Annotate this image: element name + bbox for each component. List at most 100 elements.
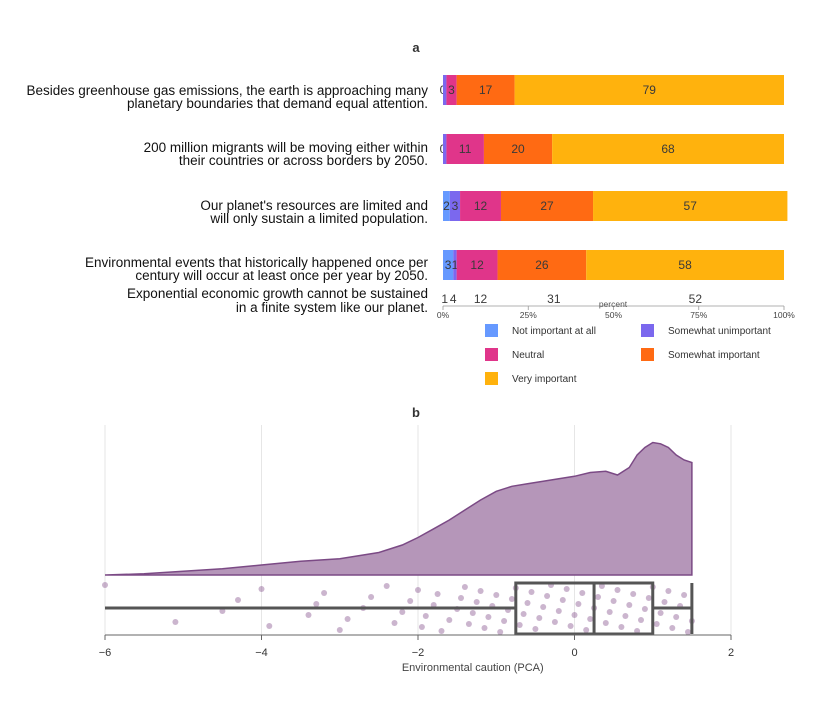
legend-swatch bbox=[641, 348, 654, 361]
data-point bbox=[418, 624, 425, 630]
data-point bbox=[575, 601, 582, 607]
data-point bbox=[555, 608, 562, 614]
data-point bbox=[473, 599, 480, 605]
data-point bbox=[606, 609, 613, 615]
bar-segment bbox=[453, 250, 457, 280]
data-point bbox=[645, 595, 652, 601]
data-point bbox=[461, 584, 468, 590]
data-point bbox=[532, 626, 539, 632]
statement-5-line-2: in a finite system like our planet. bbox=[236, 300, 428, 315]
data-point bbox=[446, 617, 453, 623]
data-point bbox=[587, 616, 594, 622]
legend-label: Somewhat unimportant bbox=[668, 326, 771, 337]
x-tick-label: −2 bbox=[412, 647, 425, 659]
data-point bbox=[313, 601, 320, 607]
data-point bbox=[669, 625, 676, 631]
bar-value-label: 31 bbox=[547, 292, 561, 306]
data-point bbox=[501, 618, 508, 624]
data-point bbox=[438, 628, 445, 634]
data-point bbox=[622, 613, 629, 619]
data-point bbox=[422, 613, 429, 619]
legend-label: Not important at all bbox=[512, 326, 596, 337]
data-point bbox=[540, 604, 547, 610]
data-point bbox=[602, 620, 609, 626]
data-point bbox=[493, 592, 500, 598]
bar-value-label: 2 bbox=[443, 199, 450, 213]
statement-3-line-2: will only sustain a limited population. bbox=[209, 211, 428, 226]
data-point bbox=[653, 621, 660, 627]
x-tick-label: 25% bbox=[520, 310, 537, 320]
x-tick-label: −6 bbox=[99, 647, 112, 659]
data-point bbox=[465, 621, 472, 627]
legend-label: Very important bbox=[512, 374, 577, 385]
bar-segment bbox=[514, 75, 784, 105]
x-axis-title: Environmental caution (PCA) bbox=[402, 662, 544, 674]
data-point bbox=[407, 598, 414, 604]
data-point bbox=[258, 586, 265, 592]
data-point bbox=[485, 614, 492, 620]
x-tick-label: 75% bbox=[690, 310, 707, 320]
density-curve bbox=[104, 441, 693, 576]
data-point bbox=[595, 594, 601, 600]
data-point bbox=[657, 610, 664, 616]
data-point bbox=[559, 597, 566, 603]
bar-segment bbox=[443, 134, 447, 164]
bar-value-label: 4 bbox=[450, 292, 457, 306]
data-point bbox=[469, 610, 476, 616]
legend-swatch bbox=[641, 324, 654, 337]
statement-2-line-2: their countries or across borders by 205… bbox=[179, 153, 428, 168]
bar-value-label: 20 bbox=[511, 142, 525, 156]
data-point bbox=[524, 600, 531, 606]
x-tick-label: −4 bbox=[255, 647, 268, 659]
data-point bbox=[102, 582, 108, 588]
x-tick-label: 2 bbox=[728, 647, 734, 659]
panel-b-chart: −6 −4 −2 0 2 Environmental caution (PCA) bbox=[99, 425, 734, 674]
bar-segment bbox=[446, 75, 457, 105]
legend-swatch bbox=[485, 348, 498, 361]
data-point bbox=[520, 611, 527, 617]
bar-value-label: 26 bbox=[535, 258, 549, 272]
bar-segment bbox=[500, 191, 594, 221]
data-point bbox=[336, 627, 343, 633]
data-point bbox=[172, 619, 179, 625]
legend-swatch bbox=[485, 324, 498, 337]
bar-value-label: 1 bbox=[441, 292, 448, 306]
data-point bbox=[368, 594, 375, 600]
statement-3-line-1: Our planet's resources are limited and bbox=[200, 198, 428, 213]
bar-segment bbox=[586, 250, 784, 280]
data-point bbox=[415, 587, 421, 593]
data-point bbox=[458, 595, 464, 601]
x-tick-label: 100% bbox=[773, 310, 795, 320]
data-point bbox=[641, 606, 648, 612]
data-point bbox=[626, 602, 633, 608]
bar-value-label: 12 bbox=[474, 199, 488, 213]
data-point bbox=[399, 609, 406, 615]
bar-value-label: 17 bbox=[479, 83, 493, 97]
bar-segment bbox=[443, 191, 450, 221]
bar-value-label: 52 bbox=[689, 292, 703, 306]
bar-value-label: 58 bbox=[678, 258, 692, 272]
data-point bbox=[477, 588, 484, 594]
bar-segment bbox=[443, 250, 454, 280]
data-point bbox=[528, 589, 535, 595]
data-point bbox=[321, 590, 328, 596]
x-axis-title: percent bbox=[599, 299, 628, 309]
bar-value-label: 3 bbox=[445, 258, 452, 272]
bar-segment bbox=[497, 250, 587, 280]
bar-value-label: 11 bbox=[459, 142, 472, 156]
bar-segment bbox=[593, 191, 788, 221]
panel-a-chart: Besides greenhouse gas emissions, the ea… bbox=[27, 75, 795, 385]
data-point bbox=[497, 629, 504, 635]
legend-label: Somewhat important bbox=[668, 350, 760, 361]
data-point bbox=[583, 627, 590, 633]
bar-segment bbox=[443, 75, 447, 105]
data-point bbox=[391, 620, 398, 626]
bar-value-label: 3 bbox=[452, 199, 459, 213]
legend-swatch bbox=[485, 372, 498, 385]
data-point bbox=[665, 588, 672, 594]
data-point bbox=[544, 593, 551, 599]
data-point bbox=[630, 591, 637, 597]
data-point bbox=[551, 619, 558, 625]
x-tick-label: 0% bbox=[437, 310, 450, 320]
